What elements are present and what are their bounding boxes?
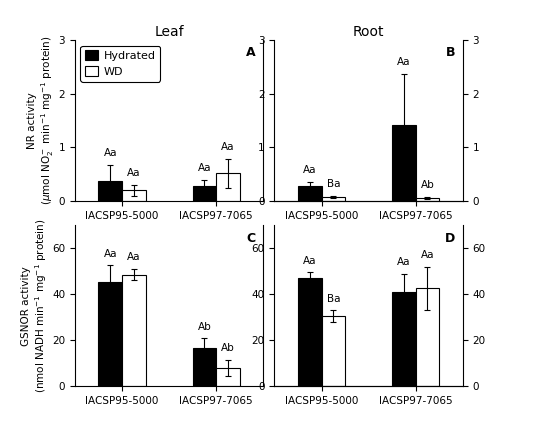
Text: Aa: Aa: [103, 148, 117, 158]
Text: Aa: Aa: [397, 57, 411, 67]
Text: Aa: Aa: [421, 250, 434, 260]
Text: Ba: Ba: [326, 179, 340, 189]
Text: Ab: Ab: [197, 321, 211, 332]
Text: D: D: [445, 232, 455, 245]
Bar: [98, 281, 122, 386]
Text: Aa: Aa: [103, 249, 117, 259]
Text: Aa: Aa: [303, 165, 317, 175]
Text: Aa: Aa: [397, 257, 411, 267]
Y-axis label: GSNOR activity
(nmol NADH min$^{-1}$ mg$^{-1}$ protein): GSNOR activity (nmol NADH min$^{-1}$ mg$…: [21, 218, 49, 393]
Text: Aa: Aa: [127, 253, 141, 262]
Text: Aa: Aa: [221, 142, 235, 152]
Bar: [416, 289, 439, 386]
Bar: [298, 278, 322, 386]
Bar: [298, 186, 322, 201]
Text: Aa: Aa: [303, 256, 317, 266]
Bar: [193, 186, 216, 201]
Text: B: B: [446, 47, 455, 59]
Title: Leaf: Leaf: [154, 25, 184, 39]
Bar: [392, 292, 416, 386]
Bar: [216, 173, 240, 201]
Text: Ab: Ab: [421, 180, 434, 190]
Bar: [193, 348, 216, 386]
Bar: [392, 125, 416, 201]
Title: Root: Root: [353, 25, 384, 39]
Text: Aa: Aa: [127, 168, 141, 178]
Text: Ab: Ab: [221, 343, 235, 353]
Text: C: C: [247, 232, 256, 245]
Y-axis label: NR activity
($\mu$mol NO$_2^-$ min$^{-1}$ mg$^{-1}$ protein): NR activity ($\mu$mol NO$_2^-$ min$^{-1}…: [27, 36, 56, 205]
Text: Aa: Aa: [197, 163, 211, 173]
Bar: [122, 190, 146, 201]
Bar: [98, 181, 122, 201]
Bar: [122, 275, 146, 386]
Text: Ba: Ba: [326, 294, 340, 304]
Bar: [322, 197, 345, 201]
Text: A: A: [246, 47, 256, 59]
Legend: Hydrated, WD: Hydrated, WD: [80, 46, 160, 82]
Bar: [216, 368, 240, 386]
Bar: [416, 198, 439, 201]
Bar: [322, 316, 345, 386]
